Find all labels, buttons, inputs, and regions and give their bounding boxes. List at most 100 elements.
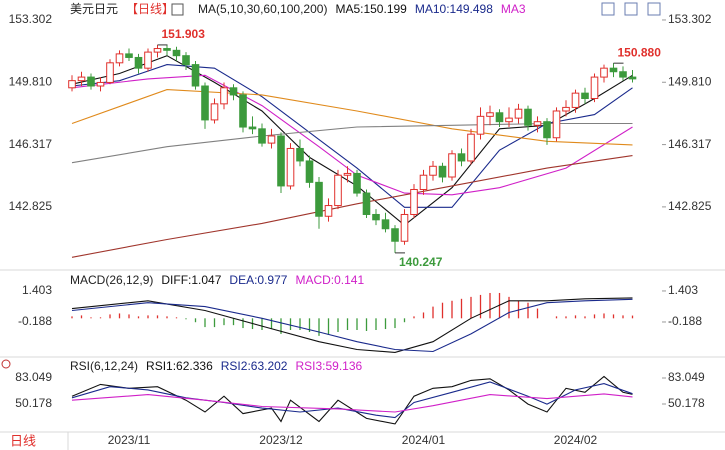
candle-body <box>115 53 124 64</box>
toolbar <box>1 2 661 369</box>
y-tick-label: -0.188 <box>668 314 702 328</box>
candle-body <box>457 153 466 162</box>
y-tick-label: 149.810 <box>668 74 712 88</box>
candle-body <box>486 112 494 117</box>
candle-body <box>467 133 475 162</box>
candle-body <box>372 213 380 221</box>
y-tick-label: 50.178 <box>15 396 52 410</box>
candle-body <box>400 213 409 242</box>
candle-body <box>334 174 342 207</box>
y-tick-label: 146.317 <box>9 137 53 151</box>
tool-icon[interactable] <box>624 2 638 16</box>
legend-entry: DIFF:1.047 <box>161 273 221 287</box>
chart-subtitle: 【日线】 <box>126 2 174 16</box>
candle-body <box>619 71 627 78</box>
legend-entry: MA5:150.199 <box>335 2 407 16</box>
candle-body <box>533 121 542 126</box>
y-tick-label: 146.317 <box>668 137 712 151</box>
candle-body <box>315 181 323 217</box>
candle-body <box>362 192 371 215</box>
x-tick-label: 2024/01 <box>402 433 446 447</box>
candle-body <box>628 76 637 80</box>
candle-body <box>68 80 76 89</box>
y-tick-label: 83.049 <box>668 370 705 384</box>
candle-body <box>476 115 485 135</box>
candle-body <box>258 128 266 144</box>
candle-body <box>505 117 513 123</box>
y-tick-label: 50.178 <box>668 396 705 410</box>
legend-entry: RSI3:59.136 <box>295 359 362 373</box>
legend-entry: DEA:0.977 <box>229 273 287 287</box>
candle-body <box>220 87 228 105</box>
candle-body <box>305 160 314 183</box>
legend-entry: MA10:149.498 <box>415 2 493 16</box>
y-tick-label: 142.825 <box>668 199 712 213</box>
candle-body <box>125 53 133 58</box>
tool-icon[interactable] <box>601 2 615 16</box>
candle-body <box>201 85 209 121</box>
candle-body <box>581 92 589 99</box>
candle-body <box>600 67 608 78</box>
candle-body <box>324 205 333 217</box>
candle-body <box>438 165 447 178</box>
indicator-line <box>71 393 633 413</box>
chart-title: 美元日元 <box>70 2 118 16</box>
candle-body <box>353 172 361 194</box>
chart-title: MACD(26,12,9) <box>70 273 153 287</box>
legend-entry: MA3 <box>501 2 526 16</box>
annotation-label: 150.880 <box>618 45 662 59</box>
candle-body <box>87 76 95 87</box>
candle-body <box>429 165 437 176</box>
candle-body <box>144 51 152 69</box>
y-tick-label: 1.403 <box>22 283 52 297</box>
candle-body <box>552 110 561 139</box>
legend-entry: RSI2:63.202 <box>221 359 288 373</box>
candle-body <box>96 81 105 87</box>
y-tick-label: 149.810 <box>9 74 53 88</box>
candle-body <box>514 108 523 119</box>
indicator-line <box>71 155 633 258</box>
indicator-line <box>71 375 633 425</box>
candle-body <box>381 219 390 230</box>
y-tick-label: 153.302 <box>668 12 712 26</box>
indicator-line <box>71 381 633 419</box>
candle-body <box>191 64 200 87</box>
period-label[interactable]: 日线 <box>10 433 36 448</box>
candle-body <box>277 135 285 187</box>
candle-body <box>419 174 428 190</box>
legend-entry: MACD:0.141 <box>295 273 364 287</box>
candle-body <box>182 55 190 66</box>
y-tick-label: 153.302 <box>9 12 53 26</box>
candle-body <box>210 103 219 121</box>
indicator-line <box>71 297 633 353</box>
y-tick-label: 142.825 <box>9 199 53 213</box>
candle-body <box>248 126 257 130</box>
ma-checkbox[interactable] <box>171 3 184 16</box>
y-tick-label: -0.188 <box>18 314 52 328</box>
candle-body <box>286 147 295 187</box>
candle-body <box>410 188 418 215</box>
candle-body <box>267 135 276 144</box>
candle-body <box>296 147 304 162</box>
candle-body <box>134 56 143 69</box>
y-tick-label: 83.049 <box>15 370 52 384</box>
candle-body <box>391 228 399 242</box>
annotation-label: 140.247 <box>399 255 443 269</box>
candle-body <box>609 67 618 73</box>
candle-body <box>77 76 86 82</box>
candle-body <box>239 94 247 128</box>
candle-body <box>343 172 352 176</box>
tool-icon[interactable] <box>647 2 661 16</box>
settings-icon[interactable] <box>1 359 11 369</box>
y-tick-label: 1.403 <box>668 283 698 297</box>
candle-body <box>229 87 238 96</box>
candle-body <box>571 92 580 108</box>
candle-body <box>495 112 504 123</box>
candle-body <box>163 48 171 51</box>
annotation-label: 151.903 <box>162 27 206 41</box>
candle-body <box>590 76 599 99</box>
candle-body <box>153 48 162 53</box>
chart-title: RSI(6,12,24) <box>70 359 138 373</box>
candle-body <box>448 153 456 178</box>
